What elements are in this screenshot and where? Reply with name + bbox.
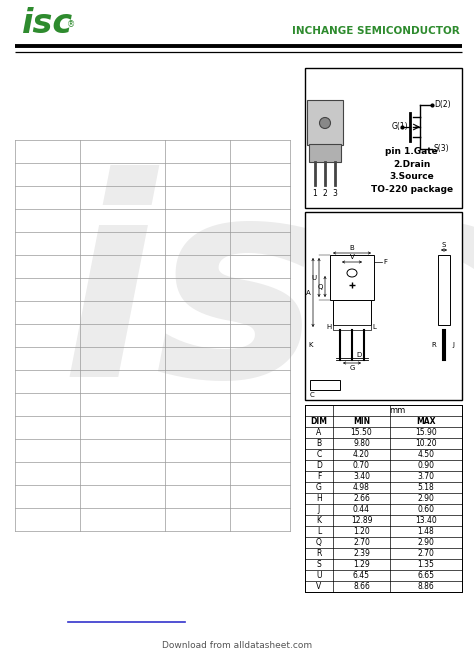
Text: S: S [442, 242, 446, 248]
Text: Q: Q [316, 538, 322, 547]
Text: 3.40: 3.40 [353, 472, 370, 481]
Text: 12.89: 12.89 [351, 516, 372, 525]
Bar [333, 325, 371, 330]
Bar [305, 405, 462, 592]
Text: 1.20: 1.20 [353, 527, 370, 536]
Text: J: J [452, 342, 454, 348]
Text: pin 1.Gate: pin 1.Gate [385, 147, 438, 156]
Text: 2.66: 2.66 [353, 494, 370, 503]
Text: D(2): D(2) [434, 100, 451, 109]
Text: 0.60: 0.60 [418, 505, 435, 514]
Text: L: L [317, 527, 321, 536]
Text: 8.66: 8.66 [353, 582, 370, 591]
Text: 1.35: 1.35 [418, 560, 435, 569]
Text: INCHANGE SEMICONDUCTOR: INCHANGE SEMICONDUCTOR [292, 26, 460, 36]
Text: S: S [317, 560, 321, 569]
Text: Download from alldatasheet.com: Download from alldatasheet.com [162, 641, 312, 650]
Text: C: C [310, 392, 315, 398]
Text: U: U [312, 275, 317, 281]
Text: V: V [350, 254, 355, 260]
Text: G: G [349, 365, 355, 371]
Text: 10.20: 10.20 [415, 439, 437, 448]
Text: isc: isc [60, 165, 474, 435]
Bar [309, 144, 341, 162]
Text: 2.70: 2.70 [418, 549, 435, 558]
Text: A: A [316, 428, 322, 437]
Text: R: R [431, 342, 436, 348]
Text: 4.20: 4.20 [353, 450, 370, 459]
Text: 9.80: 9.80 [353, 439, 370, 448]
Text: MIN: MIN [353, 417, 370, 426]
Text: 6.45: 6.45 [353, 571, 370, 580]
Bar [333, 300, 371, 325]
Text: 2: 2 [323, 189, 328, 198]
Text: V: V [316, 582, 322, 591]
Text: 1.48: 1.48 [418, 527, 434, 536]
Text: L: L [372, 324, 376, 330]
Text: 2.90: 2.90 [418, 494, 435, 503]
Text: 5.18: 5.18 [418, 483, 434, 492]
Text: F: F [383, 259, 387, 265]
Text: R: R [316, 549, 322, 558]
Text: 2.70: 2.70 [353, 538, 370, 547]
Text: MAX: MAX [416, 417, 436, 426]
Bar [438, 255, 450, 325]
Ellipse shape [347, 269, 357, 277]
Text: 6.65: 6.65 [418, 571, 435, 580]
Text: 2.Drain: 2.Drain [393, 160, 430, 169]
Text: A: A [306, 290, 311, 296]
Text: ®: ® [67, 20, 75, 29]
Text: DIM: DIM [310, 417, 328, 426]
Bar [305, 212, 462, 400]
Text: 3.Source: 3.Source [389, 172, 434, 181]
Text: 4.50: 4.50 [418, 450, 435, 459]
Text: TO-220 package: TO-220 package [371, 185, 453, 194]
Text: 4.98: 4.98 [353, 483, 370, 492]
Text: K: K [317, 516, 321, 525]
Bar [310, 380, 340, 390]
Text: B: B [317, 439, 321, 448]
Text: S(3): S(3) [434, 145, 450, 153]
Text: 1: 1 [313, 189, 318, 198]
Text: isc: isc [22, 7, 73, 40]
Bar [307, 100, 343, 145]
Text: 3: 3 [333, 189, 337, 198]
Text: F: F [317, 472, 321, 481]
Text: 0.70: 0.70 [353, 461, 370, 470]
Text: 13.40: 13.40 [415, 516, 437, 525]
Bar [330, 255, 374, 300]
Text: 2.90: 2.90 [418, 538, 435, 547]
Text: 3.70: 3.70 [418, 472, 435, 481]
Text: 0.90: 0.90 [418, 461, 435, 470]
Text: K: K [309, 342, 313, 348]
Text: H: H [327, 324, 332, 330]
Text: 15.50: 15.50 [351, 428, 373, 437]
Text: 8.86: 8.86 [418, 582, 434, 591]
Text: 0.44: 0.44 [353, 505, 370, 514]
Text: D: D [356, 352, 361, 358]
Text: U: U [316, 571, 322, 580]
Text: H: H [316, 494, 322, 503]
Text: G(1): G(1) [392, 123, 409, 131]
Text: Q: Q [318, 284, 323, 290]
Text: 2.39: 2.39 [353, 549, 370, 558]
Text: J: J [318, 505, 320, 514]
Text: 15.90: 15.90 [415, 428, 437, 437]
Text: G: G [316, 483, 322, 492]
Text: B: B [350, 245, 355, 251]
Bar [305, 68, 462, 208]
Text: D: D [316, 461, 322, 470]
Text: C: C [316, 450, 322, 459]
Text: mm: mm [389, 406, 406, 415]
Circle shape [319, 117, 330, 129]
Text: 1.29: 1.29 [353, 560, 370, 569]
